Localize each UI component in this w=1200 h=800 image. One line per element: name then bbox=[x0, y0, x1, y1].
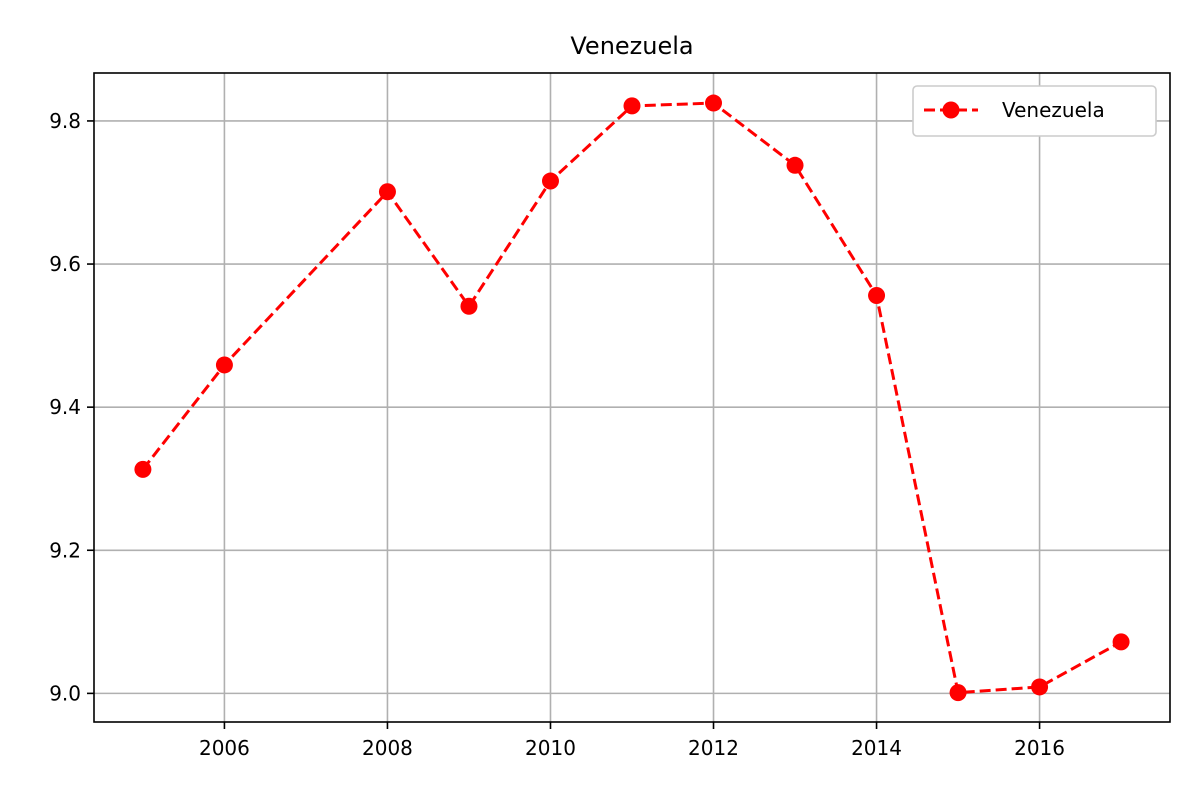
series-line bbox=[141, 101, 1122, 695]
series-layer bbox=[134, 94, 1130, 702]
x-tick-label: 2014 bbox=[851, 736, 902, 760]
data-point bbox=[949, 684, 967, 702]
y-tick-label: 9.6 bbox=[49, 252, 81, 276]
data-point bbox=[623, 97, 641, 115]
data-point bbox=[1112, 633, 1130, 651]
data-point bbox=[134, 460, 152, 478]
x-tick-label: 2010 bbox=[525, 736, 576, 760]
grid-lines bbox=[94, 73, 1170, 722]
data-point bbox=[1031, 678, 1049, 696]
y-tick-label: 9.0 bbox=[49, 681, 81, 705]
chart-title: Venezuela bbox=[570, 32, 693, 60]
y-axis: 9.0 9.2 9.4 9.6 9.8 bbox=[49, 109, 94, 705]
legend-marker-swatch bbox=[942, 101, 960, 119]
data-point bbox=[786, 156, 804, 174]
legend-box bbox=[912, 85, 1157, 137]
data-point bbox=[705, 94, 723, 112]
data-point bbox=[868, 287, 886, 305]
data-point bbox=[215, 356, 233, 374]
y-tick-label: 9.4 bbox=[49, 395, 81, 419]
legend-label: Venezuela bbox=[1002, 98, 1105, 122]
x-tick-label: 2012 bbox=[688, 736, 739, 760]
y-tick-label: 9.8 bbox=[49, 109, 81, 133]
data-point bbox=[541, 172, 559, 190]
x-axis: 2006 2008 2010 2012 2014 2016 bbox=[199, 722, 1065, 760]
y-tick-label: 9.2 bbox=[49, 538, 81, 562]
data-point bbox=[378, 183, 396, 201]
plot-area-frame bbox=[93, 72, 1171, 723]
x-tick-label: 2016 bbox=[1014, 736, 1065, 760]
x-tick-label: 2008 bbox=[362, 736, 413, 760]
data-point bbox=[460, 297, 478, 315]
x-tick-label: 2006 bbox=[199, 736, 250, 760]
legend: Venezuela bbox=[912, 85, 1157, 137]
